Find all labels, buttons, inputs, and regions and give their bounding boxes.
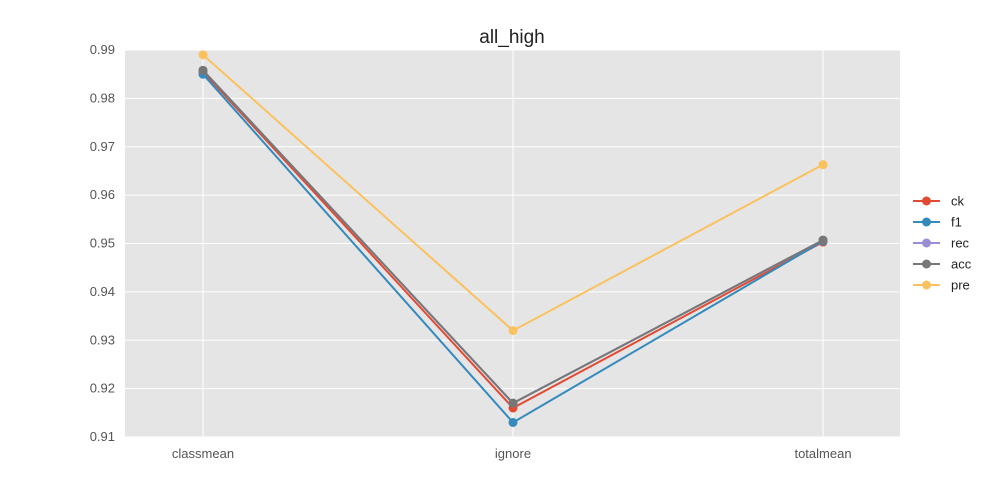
- chart-title: all_high: [479, 27, 545, 48]
- legend-item-ck: ck: [913, 194, 965, 209]
- legend-item-pre: pre: [913, 278, 970, 293]
- x-tick-label: classmean: [172, 446, 234, 461]
- y-axis-ticks: 0.91 0.92 0.93 0.94 0.95 0.96 0.97 0.98 0.99: [90, 42, 115, 444]
- legend-marker: [922, 217, 931, 227]
- legend-label: pre: [951, 278, 970, 293]
- x-axis-ticks: classmean ignore totalmean: [172, 446, 852, 461]
- series-acc: [198, 65, 828, 408]
- y-tick-label: 0.97: [90, 139, 115, 154]
- legend-item-acc: acc: [913, 257, 972, 272]
- data-point-acc: [198, 65, 208, 75]
- x-tick-label: ignore: [495, 446, 531, 461]
- data-point-pre: [818, 160, 828, 170]
- legend-label: acc: [951, 257, 972, 272]
- data-point-pre: [508, 326, 518, 336]
- y-tick-label: 0.96: [90, 187, 115, 202]
- legend-marker: [922, 280, 931, 290]
- data-point-acc: [508, 398, 518, 408]
- y-tick-label: 0.92: [90, 381, 115, 396]
- legend-marker: [922, 238, 931, 248]
- y-tick-label: 0.93: [90, 332, 115, 347]
- data-point-acc: [818, 235, 828, 245]
- y-tick-label: 0.91: [90, 429, 115, 444]
- legend-item-rec: rec: [913, 236, 970, 251]
- series-pre: [198, 50, 828, 336]
- y-tick-label: 0.98: [90, 90, 115, 105]
- legend-item-f1: f1: [913, 215, 962, 230]
- y-tick-label: 0.99: [90, 42, 115, 57]
- legend-label: rec: [951, 236, 970, 251]
- data-point-f1: [508, 417, 518, 427]
- data-point-pre: [198, 50, 208, 60]
- y-tick-label: 0.95: [90, 236, 115, 251]
- legend-label: f1: [951, 215, 962, 230]
- grid-lines: [125, 49, 900, 438]
- x-tick-label: totalmean: [794, 446, 851, 461]
- legend-label: ck: [951, 194, 965, 209]
- legend: ck f1 rec acc pre: [913, 194, 972, 293]
- y-tick-label: 0.94: [90, 284, 115, 299]
- legend-marker: [922, 259, 931, 269]
- legend-marker: [922, 196, 931, 206]
- series-layer: [198, 50, 828, 427]
